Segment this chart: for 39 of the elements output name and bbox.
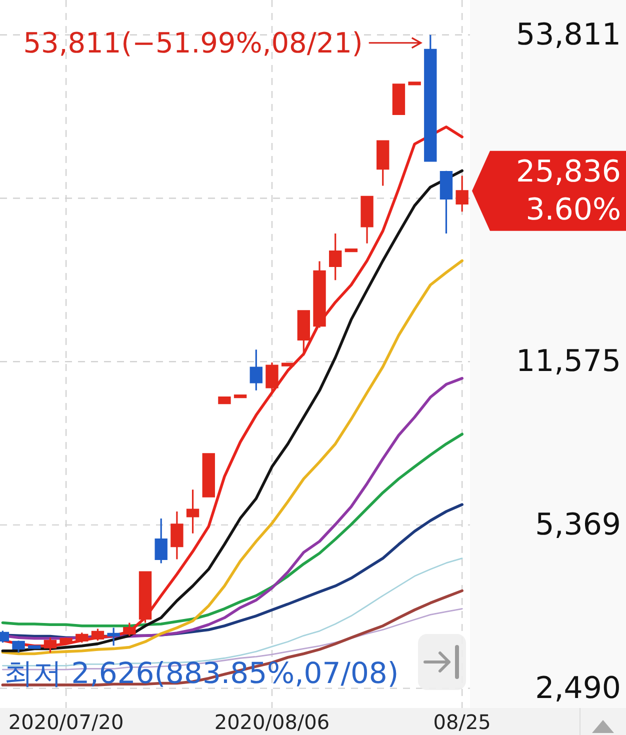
y-tick-label: 53,811 (516, 17, 621, 52)
x-tick-label: 2020/08/06 (214, 710, 330, 734)
candlestick (392, 84, 406, 116)
y-tick-label: 5,369 (535, 507, 621, 542)
x-tick-label: 08/25 (433, 710, 491, 734)
candlestick (138, 571, 152, 624)
candlestick (218, 396, 231, 404)
y-tick-label: 2,490 (535, 670, 621, 706)
candlestick (28, 644, 41, 650)
candlestick (456, 175, 468, 212)
candlestick (281, 362, 294, 366)
candlestick (234, 394, 247, 398)
candlestick (360, 196, 374, 244)
candlestick (266, 362, 278, 394)
y-tick-label: 11,575 (516, 344, 621, 380)
candlestick (313, 260, 326, 329)
line-series (1, 432, 464, 628)
candlestick (76, 632, 88, 644)
candlestick (12, 640, 25, 654)
x-tick-label: 2020/07/20 (8, 710, 124, 734)
line-series (1, 259, 464, 656)
annotation: 53,811(−51.99%,08/21) (23, 26, 363, 60)
candlestick (60, 636, 72, 644)
candlestick (408, 82, 421, 86)
candlestick (250, 348, 262, 392)
candlestick (297, 310, 310, 356)
candlestick (344, 248, 358, 252)
candlestick (376, 140, 390, 187)
candlestick (107, 626, 120, 646)
candlestick (202, 453, 215, 498)
text: 25,836 3.60% (516, 154, 621, 228)
candlestick (170, 510, 184, 560)
candlestick (154, 518, 168, 564)
candlestick (329, 232, 342, 281)
candlestick (123, 622, 136, 637)
candlestick (440, 170, 453, 234)
candlestick (91, 628, 104, 642)
candlestick (424, 34, 437, 162)
candlestick (186, 488, 200, 534)
